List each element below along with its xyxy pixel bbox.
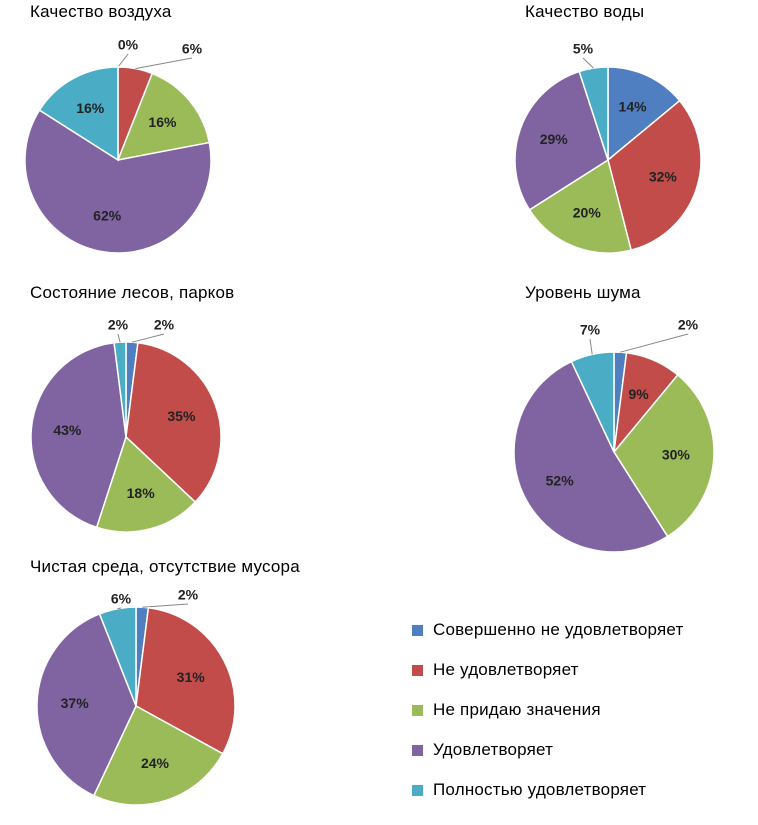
- pie-data-label: 35%: [167, 408, 196, 424]
- pie-data-label: 20%: [573, 204, 602, 220]
- pie-data-label: 9%: [629, 386, 650, 402]
- legend-swatch: [412, 664, 423, 676]
- pie-slice-completely-dissatisfied: [607, 66, 681, 162]
- legend-item-indifferent: Не придаю значения: [412, 690, 683, 730]
- pie-data-label: 2%: [154, 317, 175, 333]
- pie-data-label: 2%: [108, 317, 129, 333]
- chart-title-water-quality: Качество воды: [525, 2, 645, 21]
- legend-label: Не удовлетворяет: [433, 660, 579, 679]
- legend-item-fully-satisfied: Полностью удовлетворяет: [412, 770, 683, 810]
- leader-line: [117, 53, 129, 68]
- pie-slice-indifferent: [528, 158, 633, 254]
- legend-item-completely-dissatisfied: Совершенно не удовлетворяет: [412, 610, 683, 650]
- legend-label: Совершенно не удовлетворяет: [433, 620, 684, 639]
- legend-swatch: [412, 624, 423, 636]
- pie-slice-satisfied: [513, 360, 669, 553]
- chart-title-clean-environment: Чистая среда, отсутствие мусора: [30, 557, 300, 576]
- pie-data-label: 24%: [141, 755, 170, 771]
- chart-title-air-quality: Качество воздуха: [30, 2, 172, 21]
- leader-line: [131, 333, 165, 343]
- pie-data-label: 43%: [53, 422, 82, 438]
- pie-slice-fully-satisfied: [98, 606, 137, 707]
- pie-slice-indifferent: [95, 435, 197, 533]
- pie-slice-fully-satisfied: [38, 66, 119, 162]
- pie-data-label: 32%: [649, 169, 678, 185]
- pie-data-label: 6%: [182, 41, 203, 57]
- legend-label: Полностью удовлетворяет: [433, 780, 647, 799]
- legend-item-dissatisfied: Не удовлетворяет: [412, 650, 683, 690]
- leader-line: [117, 607, 122, 610]
- pie-data-label: 7%: [580, 322, 601, 338]
- pie-slice-satisfied: [514, 70, 609, 211]
- pie-slice-dissatisfied: [607, 99, 702, 251]
- legend-item-satisfied: Удовлетворяет: [412, 730, 683, 770]
- chart-title-forests-parks: Состояние лесов, парков: [30, 283, 235, 302]
- pie-data-label: 2%: [678, 317, 699, 333]
- pie-data-label: 37%: [61, 695, 90, 711]
- leader-line: [589, 338, 593, 355]
- pie-slice-indifferent: [116, 72, 211, 161]
- legend-label: Не придаю значения: [433, 700, 601, 719]
- legend-swatch: [412, 744, 423, 756]
- pie-slice-satisfied: [36, 612, 137, 797]
- pie-data-label: 62%: [93, 207, 122, 223]
- pie-data-label: 16%: [76, 100, 105, 116]
- pie-data-label: 29%: [540, 131, 569, 147]
- pie-data-label: 52%: [546, 473, 575, 489]
- legend-label: Удовлетворяет: [433, 740, 554, 759]
- pie-data-label: 5%: [573, 41, 594, 57]
- leader-line: [117, 333, 121, 343]
- leader-line: [620, 333, 689, 353]
- leader-line: [135, 57, 193, 70]
- legend: Совершенно не удовлетворяет Не удовлетво…: [412, 610, 683, 810]
- pie-data-label: 0%: [118, 37, 139, 53]
- pie-data-label: 16%: [148, 114, 177, 130]
- pie-slice-indifferent: [92, 704, 224, 806]
- legend-swatch: [412, 784, 423, 796]
- pie-data-label: 30%: [662, 447, 691, 463]
- pie-slice-dissatisfied: [125, 341, 222, 504]
- pie-data-label: 31%: [177, 669, 206, 685]
- pie-slice-indifferent: [613, 373, 715, 538]
- chart-title-noise-level: Уровень шума: [525, 283, 641, 302]
- leader-line: [142, 603, 189, 608]
- pie-data-label: 14%: [619, 99, 648, 115]
- pie-data-label: 2%: [178, 587, 199, 603]
- pie-slice-satisfied: [30, 341, 127, 529]
- pie-slice-satisfied: [24, 109, 212, 254]
- leader-line: [582, 57, 594, 69]
- pie-slice-dissatisfied: [135, 606, 236, 755]
- pie-data-label: 18%: [127, 485, 156, 501]
- legend-swatch: [412, 704, 423, 716]
- pie-data-label: 6%: [111, 591, 132, 607]
